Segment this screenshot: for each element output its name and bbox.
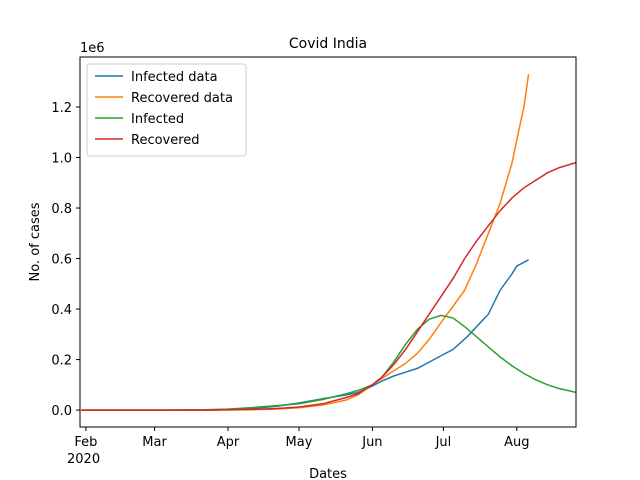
x-year-label: 2020 [67, 452, 100, 467]
legend-box [86, 63, 247, 157]
y-offset-label: 1e6 [80, 41, 105, 56]
chart-title: Covid India [289, 36, 367, 52]
y-tick-label: 1.2 [51, 101, 72, 116]
y-tick-label: 0.2 [51, 354, 72, 369]
y-tick-label: 0.0 [51, 404, 72, 419]
x-tick-label: Aug [504, 435, 529, 450]
plot-lines [81, 74, 576, 411]
plot-frame [79, 56, 577, 428]
x-axis-label: Dates [309, 467, 347, 480]
legend-label: Recovered data [131, 91, 233, 106]
y-tick-label: 0.4 [51, 303, 72, 318]
x-tick-label: Mar [142, 435, 167, 450]
legend-label: Recovered [131, 133, 200, 148]
legend-label: Infected [131, 112, 184, 127]
x-tick-label: Jul [435, 435, 452, 450]
x-tick-label: Feb [74, 435, 97, 450]
y-tick-label: 1.0 [51, 152, 72, 167]
line [81, 314, 576, 411]
x-tick-label: May [286, 435, 313, 450]
line [81, 161, 576, 411]
y-tick-label: 0.6 [51, 253, 72, 268]
x-tick-label: Jun [361, 435, 382, 450]
y-axis-label: No. of cases [28, 202, 43, 281]
y-tick-label: 0.8 [51, 202, 72, 217]
x-tick-label: Apr [217, 435, 240, 450]
legend-label: Infected data [131, 70, 218, 85]
